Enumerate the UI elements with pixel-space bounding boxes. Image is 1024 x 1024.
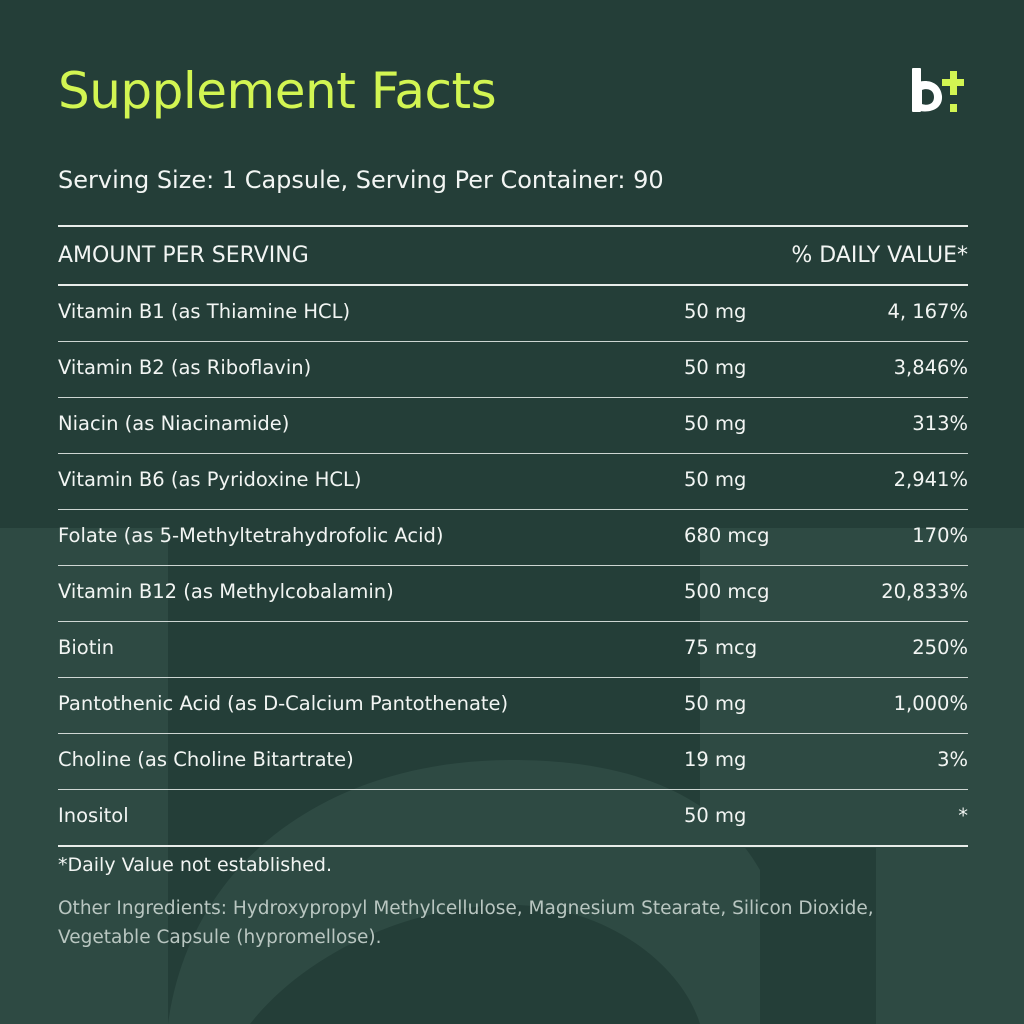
table-row: Biotin 75 mcg 250% bbox=[58, 622, 968, 678]
divider bbox=[58, 284, 968, 286]
nutrient-daily-value: 1,000% bbox=[893, 692, 968, 715]
nutrient-daily-value: 313% bbox=[912, 412, 968, 435]
nutrient-amount: 680 mcg bbox=[684, 524, 770, 547]
serving-info: Serving Size: 1 Capsule, Serving Per Con… bbox=[58, 166, 664, 194]
daily-value-footnote: *Daily Value not established. bbox=[58, 854, 333, 876]
nutrient-name: Choline (as Choline Bitartrate) bbox=[58, 748, 354, 771]
amount-per-serving-header: AMOUNT PER SERVING bbox=[58, 243, 309, 268]
divider bbox=[58, 225, 968, 227]
nutrient-daily-value: 3,846% bbox=[893, 356, 968, 379]
nutrient-daily-value: 4, 167% bbox=[887, 300, 968, 323]
nutrient-daily-value: * bbox=[958, 804, 968, 827]
nutrient-daily-value: 3% bbox=[937, 748, 968, 771]
nutrient-name: Vitamin B1 (as Thiamine HCL) bbox=[58, 300, 351, 323]
nutrient-amount: 50 mg bbox=[684, 468, 747, 491]
table-row: Pantothenic Acid (as D-Calcium Pantothen… bbox=[58, 678, 968, 734]
table-row: Folate (as 5-Methyltetrahydrofolic Acid)… bbox=[58, 510, 968, 566]
nutrient-amount: 50 mg bbox=[684, 692, 747, 715]
nutrient-name: Niacin (as Niacinamide) bbox=[58, 412, 290, 435]
supplement-facts-panel: Supplement Facts Serving Size: 1 Capsule… bbox=[58, 0, 968, 1024]
page-title: Supplement Facts bbox=[58, 62, 497, 120]
nutrient-daily-value: 2,941% bbox=[893, 468, 968, 491]
table-row: Vitamin B6 (as Pyridoxine HCL) 50 mg 2,9… bbox=[58, 454, 968, 510]
daily-value-header: % DAILY VALUE* bbox=[791, 243, 968, 268]
nutrient-amount: 19 mg bbox=[684, 748, 747, 771]
nutrient-name: Vitamin B6 (as Pyridoxine HCL) bbox=[58, 468, 362, 491]
nutrient-daily-value: 170% bbox=[912, 524, 968, 547]
nutrient-name: Vitamin B12 (as Methylcobalamin) bbox=[58, 580, 394, 603]
nutrient-amount: 50 mg bbox=[684, 300, 747, 323]
table-row: Vitamin B12 (as Methylcobalamin) 500 mcg… bbox=[58, 566, 968, 622]
nutrient-name: Biotin bbox=[58, 636, 115, 659]
nutrient-daily-value: 250% bbox=[912, 636, 968, 659]
nutrient-name: Inositol bbox=[58, 804, 129, 827]
table-row: Choline (as Choline Bitartrate) 19 mg 3% bbox=[58, 734, 968, 790]
nutrient-daily-value: 20,833% bbox=[881, 580, 968, 603]
table-row: Vitamin B2 (as Riboflavin) 50 mg 3,846% bbox=[58, 342, 968, 398]
nutrient-amount: 50 mg bbox=[684, 412, 747, 435]
nutrient-name: Folate (as 5-Methyltetrahydrofolic Acid) bbox=[58, 524, 444, 547]
table-row: Vitamin B1 (as Thiamine HCL) 50 mg 4, 16… bbox=[58, 286, 968, 342]
table-row: Inositol 50 mg * bbox=[58, 790, 968, 847]
nutrient-table: Vitamin B1 (as Thiamine HCL) 50 mg 4, 16… bbox=[58, 286, 968, 847]
nutrient-name: Pantothenic Acid (as D-Calcium Pantothen… bbox=[58, 692, 509, 715]
nutrient-name: Vitamin B2 (as Riboflavin) bbox=[58, 356, 312, 379]
nutrient-amount: 75 mcg bbox=[684, 636, 758, 659]
other-ingredients: Other Ingredients: Hydroxypropyl Methylc… bbox=[58, 898, 874, 948]
nutrient-amount: 500 mcg bbox=[684, 580, 770, 603]
table-row: Niacin (as Niacinamide) 50 mg 313% bbox=[58, 398, 968, 454]
table-header: AMOUNT PER SERVING % DAILY VALUE* bbox=[58, 230, 968, 282]
brand-logo-icon bbox=[912, 68, 964, 112]
nutrient-amount: 50 mg bbox=[684, 804, 747, 827]
nutrient-amount: 50 mg bbox=[684, 356, 747, 379]
